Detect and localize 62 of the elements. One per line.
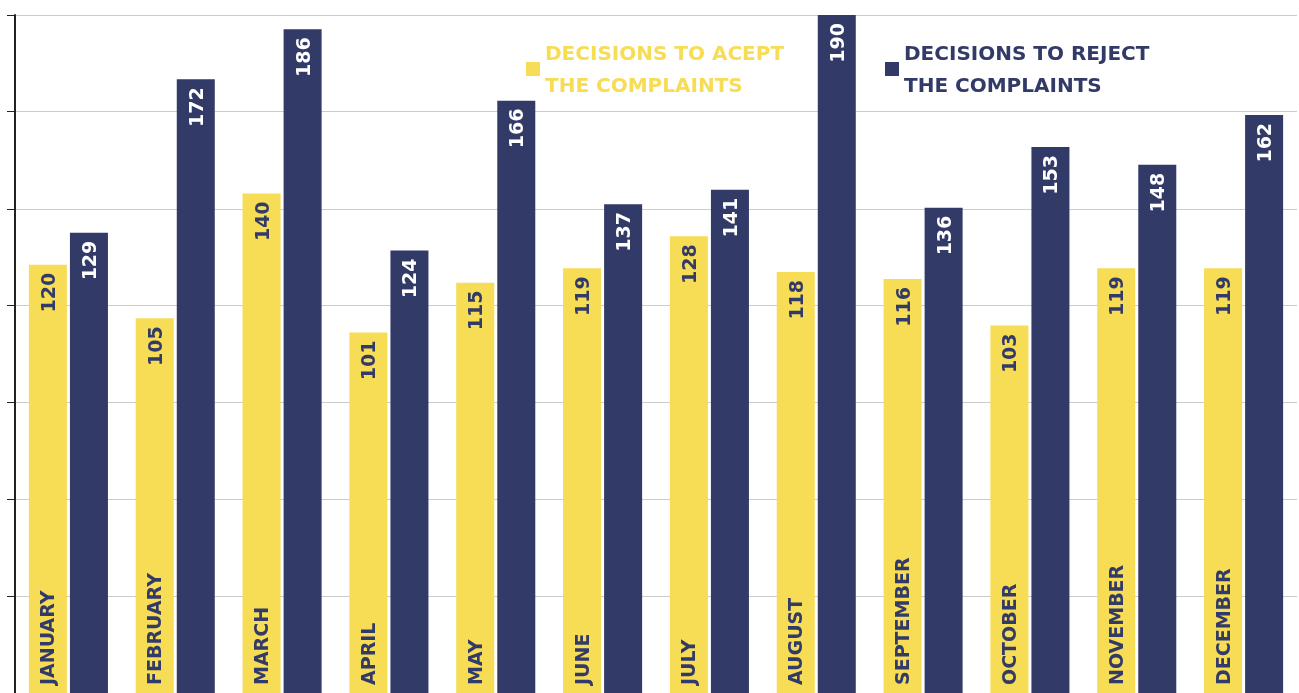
legend-label: DECISIONS TO REJECT THE COMPLAINTS: [904, 41, 1157, 97]
bar: [604, 204, 643, 693]
bar: [1031, 147, 1070, 693]
data-label: 119: [1105, 276, 1128, 317]
x-tick-label: APRIL: [356, 622, 379, 685]
data-label: 140: [250, 201, 273, 242]
data-label: 124: [398, 258, 421, 299]
data-label: 148: [1146, 172, 1169, 213]
bar: [563, 268, 602, 693]
bar: [710, 189, 749, 693]
bar: [390, 250, 429, 693]
bar: [135, 318, 174, 693]
bar: [776, 271, 815, 693]
data-label: 162: [1253, 122, 1276, 163]
bar: [456, 282, 495, 693]
data-label: 101: [357, 340, 380, 381]
bar: [283, 29, 322, 693]
bar: [176, 79, 215, 693]
bar: [1138, 164, 1177, 693]
data-label: 103: [998, 333, 1021, 374]
bar: [497, 100, 536, 693]
bar: [1245, 114, 1284, 693]
bar: [1097, 268, 1136, 693]
legend-label: DECISIONS TO ACEPT THE COMPLAINTS: [545, 41, 792, 97]
bar: [242, 193, 281, 693]
data-label: 105: [143, 326, 166, 366]
x-tick-label: NOVEMBER: [1104, 564, 1127, 685]
data-label: 120: [36, 272, 59, 313]
data-label: 190: [825, 23, 848, 63]
data-label: 166: [505, 108, 528, 149]
data-label: 136: [932, 215, 955, 256]
bar: [669, 236, 708, 693]
data-label: 115: [464, 290, 487, 331]
bar: [924, 207, 963, 693]
bar: [990, 325, 1029, 693]
x-tick-label: DECEMBER: [1211, 567, 1234, 685]
x-tick-label: AUGUST: [784, 597, 807, 685]
x-tick-label: JANUARY: [36, 590, 59, 687]
bar: [28, 264, 67, 693]
data-label: 116: [891, 287, 914, 327]
data-label: 153: [1039, 155, 1062, 195]
x-tick-label: FEBRUARY: [143, 572, 166, 685]
bar: [69, 232, 108, 693]
x-tick-label: JULY: [677, 639, 700, 687]
data-label: 186: [291, 37, 314, 77]
data-label: 141: [718, 197, 741, 238]
data-label: 128: [677, 244, 700, 284]
x-tick-label: MARCH: [250, 606, 273, 685]
data-label: 119: [571, 276, 594, 317]
bar: [883, 279, 922, 693]
x-tick-label: SEPTEMBER: [891, 557, 914, 685]
data-label: 137: [612, 212, 635, 252]
bar: [817, 15, 856, 693]
x-tick-label: JUNE: [570, 633, 593, 687]
data-label: 172: [184, 87, 207, 127]
x-tick-label: MAY: [463, 639, 486, 685]
x-tick-label: OCTOBER: [997, 583, 1020, 685]
bar: [349, 332, 388, 693]
data-label: 119: [1212, 276, 1235, 317]
data-label: 118: [784, 279, 807, 320]
bar: [1204, 268, 1243, 693]
data-label: 129: [77, 240, 100, 281]
